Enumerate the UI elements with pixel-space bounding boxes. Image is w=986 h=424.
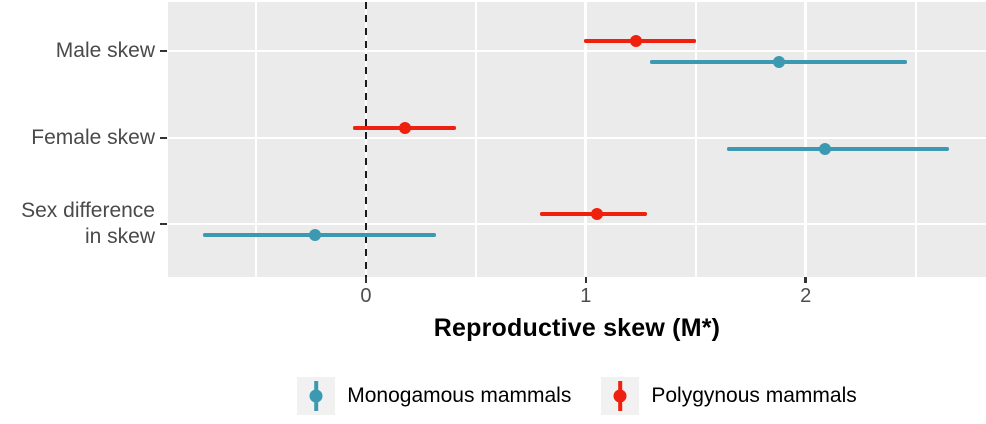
major-gridline	[584, 2, 588, 277]
zero-reference-line	[364, 2, 368, 277]
y-axis-tick	[160, 50, 167, 53]
x-axis-title: Reproductive skew (M*)	[433, 314, 721, 342]
y-axis-label-sex-difference: Sex difference in skew	[21, 199, 155, 248]
x-axis-tick	[584, 277, 587, 283]
point-estimate-monogamous	[309, 229, 322, 241]
legend-entry-monogamous: Monogamous mammals	[297, 377, 571, 415]
major-gridline-horizontal	[168, 49, 986, 53]
y-axis-label-male-skew: Male skew	[55, 39, 155, 62]
legend-label: Monogamous mammals	[347, 384, 572, 407]
minor-gridline	[474, 2, 477, 277]
x-axis-tick	[804, 277, 807, 283]
pointrange-glyph-dot	[613, 389, 627, 403]
point-estimate-monogamous	[773, 56, 786, 68]
minor-gridline	[255, 2, 257, 277]
point-estimate-monogamous	[819, 143, 832, 155]
point-estimate-polygynous	[630, 35, 643, 47]
legend: Monogamous mammals Polygynous mammals	[168, 377, 986, 415]
legend-label: Polygynous mammals	[651, 384, 857, 407]
point-estimate-polygynous	[590, 208, 603, 220]
y-axis-tick	[160, 223, 167, 226]
major-gridline-horizontal	[168, 222, 986, 226]
major-gridline	[804, 2, 807, 277]
legend-key	[297, 377, 336, 415]
x-axis-tick	[364, 277, 368, 283]
y-axis-label-female-skew: Female skew	[31, 126, 155, 149]
minor-gridline	[694, 2, 697, 277]
pointrange-glyph-dot	[309, 389, 323, 403]
y-axis-tick	[160, 137, 167, 140]
x-axis-tick-label: 2	[800, 285, 812, 307]
x-axis-tick-label: 1	[580, 285, 592, 307]
major-gridline-horizontal	[168, 136, 986, 140]
point-estimate-polygynous	[399, 122, 412, 134]
legend-key	[601, 377, 640, 415]
legend-entry-polygynous: Polygynous mammals	[601, 377, 857, 415]
confidence-interval-monogamous	[726, 147, 949, 151]
x-axis-tick-label: 0	[360, 285, 372, 307]
minor-gridline	[914, 2, 917, 277]
plot-panel	[168, 2, 986, 277]
